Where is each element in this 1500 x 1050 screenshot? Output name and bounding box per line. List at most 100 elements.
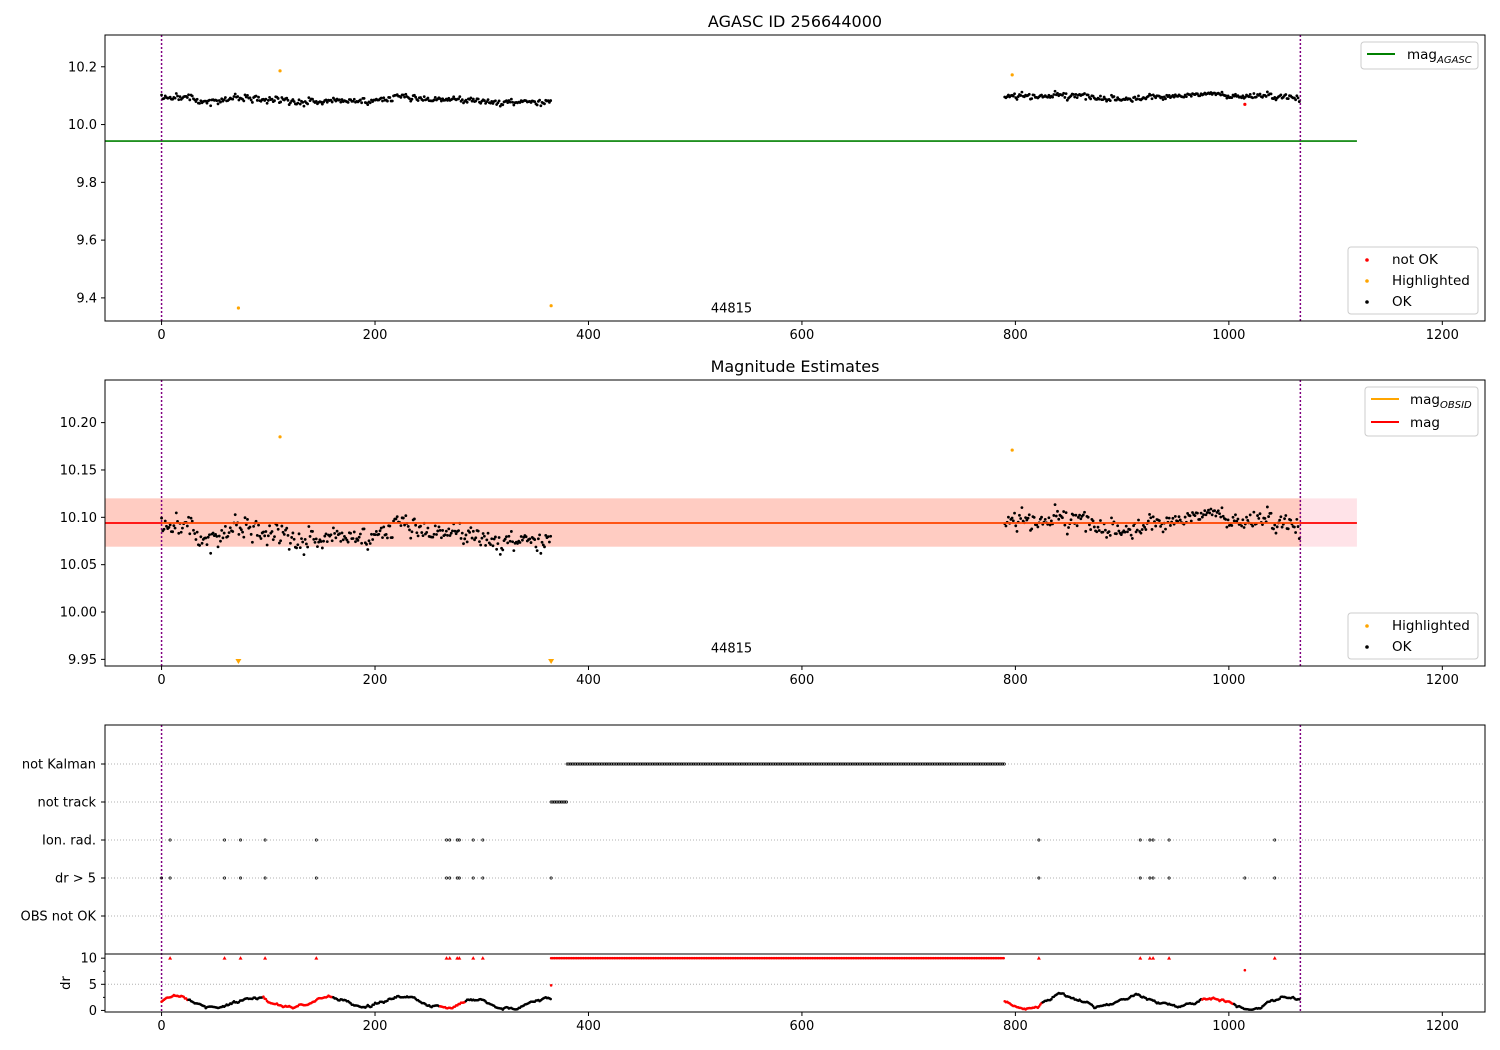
ok-point: [219, 100, 222, 104]
dr-axis-label: dr: [59, 976, 74, 990]
ok-point: [534, 545, 538, 549]
dr-y-tick-label: 5: [89, 978, 97, 993]
ok-point: [546, 535, 550, 539]
not-kalman-flag-point: [598, 762, 602, 766]
ok-point: [539, 104, 543, 108]
ok-point: [1274, 531, 1278, 535]
not-kalman-flag-point: [895, 762, 899, 766]
not-kalman-flag-point: [943, 762, 946, 766]
ok-point: [168, 95, 172, 99]
not-kalman-flag-point: [692, 762, 695, 766]
ok-point: [1294, 531, 1298, 534]
ok-point: [390, 99, 394, 103]
not-kalman-flag-point: [975, 762, 979, 766]
not-kalman-flag-point: [582, 762, 586, 766]
ok-point: [401, 93, 405, 97]
ok-point: [1140, 528, 1144, 531]
dr-axes-frame: [104, 953, 1486, 1013]
ok-point: [286, 98, 290, 102]
ok-point: [316, 545, 319, 549]
not-kalman-flag-point: [869, 762, 873, 766]
not-kalman-flag-point: [847, 762, 851, 766]
ok-point: [338, 98, 341, 102]
ok-point: [540, 540, 544, 544]
ok-point: [302, 553, 306, 557]
not-kalman-flag-point: [567, 762, 571, 766]
ok-point: [1150, 97, 1154, 101]
ok-point: [539, 551, 543, 555]
ok-point: [338, 532, 341, 536]
ok-point: [1159, 524, 1162, 528]
ion-rad-flag-point: [1273, 838, 1277, 842]
ok-point: [187, 93, 190, 97]
ok-point: [1221, 514, 1225, 518]
not-kalman-flag-point: [623, 762, 627, 766]
ok-point: [1103, 97, 1107, 101]
ok-point: [248, 525, 252, 529]
ok-point: [255, 98, 259, 102]
not-track-flag-point: [565, 800, 568, 804]
x-tick-label: 200: [363, 673, 388, 688]
not-kalman-flag-point: [727, 762, 731, 766]
dr5-flag-point: [1148, 876, 1152, 880]
ok-point: [490, 99, 494, 103]
x-tick-label: 600: [790, 673, 815, 688]
ok-point: [1279, 93, 1283, 97]
not-kalman-flag-point: [903, 762, 907, 766]
ok-point: [275, 523, 279, 527]
ok-point: [528, 537, 532, 541]
ok-point: [1038, 517, 1042, 521]
ok-point: [1105, 535, 1108, 539]
not-kalman-flag-point: [931, 762, 935, 766]
ok-point: [1169, 524, 1172, 527]
not-kalman-flag-point: [867, 762, 871, 766]
ok-point: [237, 532, 241, 536]
ok-point: [1074, 513, 1078, 517]
ok-point: [1254, 95, 1258, 99]
ok-point: [416, 534, 420, 538]
ok-point: [1137, 518, 1140, 522]
ok-point: [1236, 517, 1240, 521]
ok-point: [172, 524, 176, 528]
not-kalman-flag-point: [729, 762, 733, 766]
ok-point: [1220, 90, 1224, 94]
ok-point: [432, 532, 436, 536]
x-tick-label: 200: [363, 1019, 388, 1034]
not-kalman-flag-point: [823, 762, 827, 766]
ok-point: [214, 532, 217, 536]
ok-point: [1216, 509, 1220, 513]
ok-point: [373, 533, 377, 537]
ok-point: [1091, 519, 1095, 523]
ok-point: [1018, 513, 1021, 517]
ok-point: [1051, 95, 1054, 99]
ok-point: [223, 524, 227, 528]
agasc-x-axis: 0 200 400 600 800 1000 1200: [157, 321, 1459, 343]
agasc-obsid-annotation: 44815: [711, 301, 752, 316]
ok-point: [257, 523, 260, 527]
ok-point: [292, 100, 296, 103]
ok-point: [1202, 513, 1205, 517]
dr5-flag-point: [471, 876, 475, 880]
ok-point: [1130, 100, 1134, 103]
ok-point: [388, 524, 392, 528]
not-kalman-flag-point: [804, 762, 808, 766]
ok-point: [1054, 514, 1058, 518]
ok-point: [1126, 530, 1129, 534]
ok-point: [195, 97, 199, 101]
ok-point: [1297, 100, 1301, 103]
not-kalman-flag-point: [844, 762, 847, 766]
magnitude-panel-title: Magnitude Estimates: [711, 357, 880, 376]
dr-high-marker: [1138, 956, 1143, 960]
ok-point: [1171, 516, 1175, 520]
not-kalman-flag-point: [985, 762, 989, 766]
ok-point: [421, 98, 425, 102]
ok-point: [438, 528, 442, 532]
not-kalman-flag-point: [587, 762, 591, 766]
ok-point: [1164, 97, 1167, 101]
x-tick-label: 400: [576, 328, 601, 343]
not-kalman-flag-point: [608, 762, 612, 766]
x-tick-label: 600: [790, 1019, 815, 1034]
not-kalman-flag-point: [707, 762, 711, 766]
dr-high-marker: [1151, 956, 1156, 960]
dr5-flag-point: [223, 876, 226, 880]
